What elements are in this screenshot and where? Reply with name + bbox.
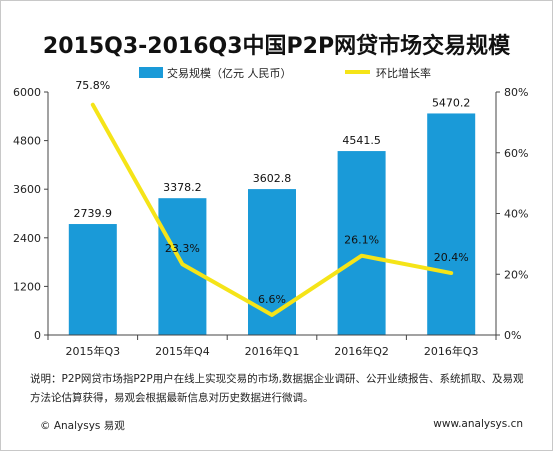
bar-data-label: 3602.8 <box>253 172 292 185</box>
y-left-tick-label: 6000 <box>13 86 41 99</box>
x-tick-label: 2015年Q4 <box>155 344 210 358</box>
bar <box>427 113 476 335</box>
y-right-tick-label: 60% <box>504 147 528 160</box>
combo-chart: 2739.9 3378.2 3602.8 4541.5 5470.2 75.8% 23.3%… <box>13 66 528 358</box>
y-left-tick-label: 4800 <box>13 135 41 148</box>
bar-data-label: 3378.2 <box>163 181 202 194</box>
copyright: © Analysys 易观 <box>40 420 125 432</box>
bar <box>337 151 386 335</box>
y-left-tick-label: 1200 <box>13 280 41 293</box>
x-tick-label: 2016年Q1 <box>245 344 300 358</box>
bar-data-label: 4541.5 <box>342 134 381 147</box>
legend-bar-label: 交易规模（亿元 人民币） <box>167 66 292 80</box>
footnote: 说明：P2P网贷市场指P2P用户在线上实现交易的市场,数据据企业调研、公开业绩报… <box>30 373 524 404</box>
line-data-label: 20.4% <box>434 251 469 264</box>
x-tick-label: 2016年Q2 <box>334 344 389 358</box>
y-right-tick-label: 80% <box>504 86 528 99</box>
bar <box>158 198 207 335</box>
x-tick-label: 2015年Q3 <box>65 344 120 358</box>
website-url: www.analysys.cn <box>433 418 523 430</box>
y-right-tick-label: 0% <box>504 329 521 342</box>
legend-bar-swatch <box>139 67 163 78</box>
y-right-tick-label: 40% <box>504 208 528 221</box>
growth-rate-line <box>90 102 454 317</box>
bar-data-label: 2739.9 <box>74 207 113 220</box>
y-left-tick-label: 0 <box>34 329 41 342</box>
line-data-label: 6.6% <box>258 293 286 306</box>
line-data-label: 23.3% <box>165 242 200 255</box>
y-left-tick-label: 3600 <box>13 183 41 196</box>
line-data-label: 75.8% <box>75 79 110 92</box>
y-right-tick-label: 20% <box>504 268 528 281</box>
x-tick-label: 2016年Q3 <box>424 344 479 358</box>
legend-line-label: 环比增长率 <box>376 66 431 80</box>
bar <box>68 224 117 335</box>
chart-title: 2015Q3-2016Q3中国P2P网贷市场交易规模 <box>42 34 511 59</box>
bar-data-label: 5470.2 <box>432 96 471 109</box>
bar <box>248 189 296 335</box>
y-left-tick-label: 2400 <box>13 232 41 245</box>
line-data-label: 26.1% <box>344 234 379 247</box>
